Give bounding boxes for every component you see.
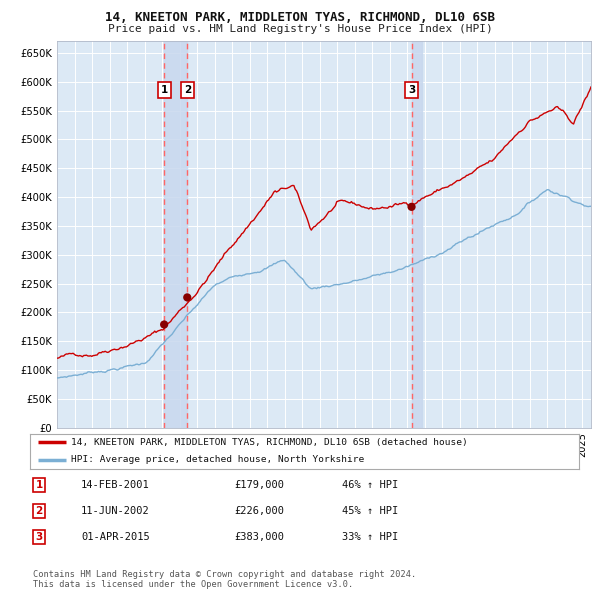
Text: 1: 1 bbox=[35, 480, 43, 490]
Text: 2: 2 bbox=[184, 84, 191, 94]
Point bbox=[182, 293, 192, 302]
Text: 3: 3 bbox=[35, 532, 43, 542]
Text: 2: 2 bbox=[35, 506, 43, 516]
Text: 11-JUN-2002: 11-JUN-2002 bbox=[81, 506, 150, 516]
Text: HPI: Average price, detached house, North Yorkshire: HPI: Average price, detached house, Nort… bbox=[71, 455, 364, 464]
Text: £179,000: £179,000 bbox=[234, 480, 284, 490]
Text: 1: 1 bbox=[161, 84, 168, 94]
Text: 14, KNEETON PARK, MIDDLETON TYAS, RICHMOND, DL10 6SB: 14, KNEETON PARK, MIDDLETON TYAS, RICHMO… bbox=[105, 11, 495, 24]
Point bbox=[160, 320, 169, 329]
Text: 45% ↑ HPI: 45% ↑ HPI bbox=[342, 506, 398, 516]
Text: 3: 3 bbox=[408, 84, 415, 94]
Text: Contains HM Land Registry data © Crown copyright and database right 2024.: Contains HM Land Registry data © Crown c… bbox=[33, 570, 416, 579]
Bar bbox=[412, 41, 422, 428]
Bar bbox=[164, 41, 187, 428]
Text: 33% ↑ HPI: 33% ↑ HPI bbox=[342, 532, 398, 542]
Point bbox=[407, 202, 416, 212]
Text: 46% ↑ HPI: 46% ↑ HPI bbox=[342, 480, 398, 490]
Text: 01-APR-2015: 01-APR-2015 bbox=[81, 532, 150, 542]
Text: £383,000: £383,000 bbox=[234, 532, 284, 542]
Text: £226,000: £226,000 bbox=[234, 506, 284, 516]
Text: 14, KNEETON PARK, MIDDLETON TYAS, RICHMOND, DL10 6SB (detached house): 14, KNEETON PARK, MIDDLETON TYAS, RICHMO… bbox=[71, 438, 468, 447]
Text: Price paid vs. HM Land Registry's House Price Index (HPI): Price paid vs. HM Land Registry's House … bbox=[107, 24, 493, 34]
Text: This data is licensed under the Open Government Licence v3.0.: This data is licensed under the Open Gov… bbox=[33, 579, 353, 589]
Text: 14-FEB-2001: 14-FEB-2001 bbox=[81, 480, 150, 490]
